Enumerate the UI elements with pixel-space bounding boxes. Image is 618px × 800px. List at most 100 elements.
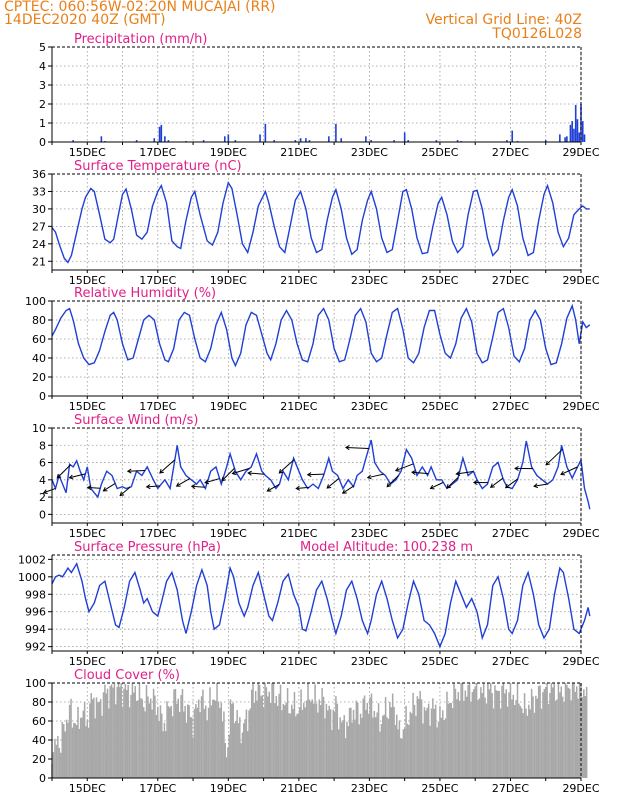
cloud-bar — [547, 704, 550, 778]
x-tick-label: 21DEC — [280, 527, 317, 540]
cloud-bar — [233, 723, 236, 778]
cloud-bar — [58, 747, 61, 778]
cloud-bar — [159, 705, 162, 778]
cloud-bar — [202, 689, 204, 778]
x-tick-label: 21DEC — [280, 655, 317, 668]
x-tick-label: 19DEC — [210, 655, 247, 668]
cloud-bar — [252, 683, 254, 778]
cloud-bar — [497, 690, 499, 778]
panel-title: Surface Wind (m/s) — [74, 413, 198, 428]
cloud-bar — [65, 719, 68, 778]
cloud-bar — [276, 705, 279, 778]
cloud-bar — [339, 717, 341, 778]
cloud-bar — [68, 704, 71, 778]
cloud-bar — [560, 686, 563, 778]
y-tick-label: 8 — [39, 439, 46, 452]
temperature-line — [51, 180, 590, 264]
wind-arrow — [43, 487, 56, 494]
cloud-bar — [384, 697, 387, 778]
wind-arrow — [345, 446, 369, 450]
y-tick-label: 36 — [32, 168, 46, 181]
cloud-bar — [183, 711, 185, 778]
cloud-bar — [468, 683, 471, 778]
cloud-bar — [376, 712, 378, 778]
y-tick-label: 3 — [39, 79, 46, 92]
cloud-bar — [262, 707, 265, 778]
wind-arrowhead — [306, 472, 312, 478]
cloud-bar — [322, 696, 325, 778]
cloud-bar — [138, 683, 141, 778]
cloud-bar — [336, 703, 339, 778]
cloud-bar — [568, 688, 571, 778]
cloud-bar — [352, 709, 355, 778]
cloud-bar — [406, 723, 409, 778]
cloud-bar — [131, 683, 134, 778]
cloud-bar — [243, 723, 245, 778]
cloud-bar — [286, 687, 289, 778]
cloud-bar — [79, 717, 82, 778]
cloud-bar — [573, 683, 575, 778]
cloud-bar — [429, 725, 431, 778]
wind-arrowhead — [366, 474, 372, 480]
cloud-bar — [123, 688, 125, 778]
cloud-bar — [239, 717, 241, 778]
y-tick-label: 2 — [39, 98, 46, 111]
cloud-bar — [408, 724, 410, 778]
cloud-bar — [86, 720, 89, 778]
cloud-bar — [556, 699, 558, 778]
precip-bar — [571, 121, 573, 142]
y-tick-label: 10 — [32, 422, 46, 435]
cloud-bar — [93, 697, 95, 778]
cloud-bar — [157, 706, 159, 778]
cloud-bar — [394, 725, 397, 778]
cloud-bar — [461, 683, 464, 778]
cloud-bar — [379, 731, 381, 778]
x-tick-label: 19DEC — [210, 400, 247, 413]
y-tick-label: 5 — [39, 41, 46, 54]
cloud-bar — [508, 692, 510, 778]
cloud-bar — [398, 720, 401, 778]
cloud-bar — [535, 695, 537, 778]
cloud-bar — [55, 744, 58, 778]
cloud-bar — [546, 683, 548, 778]
panel-title: Surface Pressure (hPa) — [74, 540, 221, 555]
cloud-bar — [439, 706, 441, 778]
cloud-bar — [113, 683, 116, 778]
cloud-bar — [91, 699, 94, 778]
cloud-bar — [549, 692, 551, 778]
x-tick-label: 29DEC — [562, 782, 599, 795]
cloud-bar — [232, 702, 234, 778]
cloud-bar — [401, 738, 403, 778]
wind-arrowhead — [266, 487, 272, 492]
panel-wind: 0 2 4 6 8 10 15DEC 17DEC 19DEC 21DEC 23DEC 25DEC 27D… — [32, 413, 600, 540]
cloud-bar — [187, 704, 189, 778]
cloud-bar — [163, 722, 166, 778]
cloud-bar — [224, 743, 226, 778]
cloud-bar — [471, 691, 474, 778]
cloud-bar — [197, 699, 200, 778]
cloud-bar — [254, 691, 257, 778]
cloud-bar — [207, 707, 210, 778]
cloud-bar — [377, 703, 380, 778]
wind-arrowhead — [446, 483, 451, 489]
cloud-bar — [542, 692, 544, 778]
cloud-bar — [141, 699, 144, 778]
wind-arrowhead — [545, 460, 551, 466]
cloud-bar — [382, 715, 384, 778]
cloud-bar — [458, 700, 461, 778]
cloud-bar — [567, 687, 570, 778]
cloud-bar — [196, 707, 199, 778]
cloud-bar — [285, 702, 287, 778]
cloud-bar — [346, 721, 348, 778]
cloud-bar — [420, 699, 423, 778]
cloud-bar — [314, 684, 316, 778]
cloud-bar — [543, 688, 546, 778]
cloud-bar — [296, 713, 298, 778]
wind-arrowhead — [190, 484, 196, 490]
cloud-bar — [308, 699, 311, 778]
cloud-bar — [494, 685, 496, 778]
cloud-bar — [174, 688, 177, 778]
x-tick-label: 25DEC — [421, 400, 458, 413]
wind-arrowhead — [68, 474, 74, 480]
x-tick-label: 15DEC — [69, 655, 106, 668]
